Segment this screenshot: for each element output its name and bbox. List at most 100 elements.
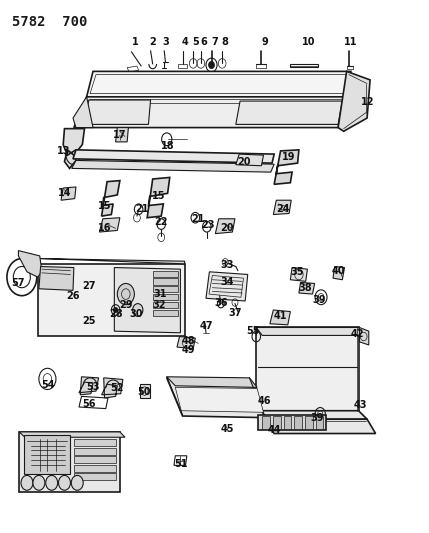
Text: 57: 57 [12, 278, 25, 288]
Text: 39: 39 [310, 413, 323, 423]
Text: 9: 9 [261, 37, 268, 47]
Text: 24: 24 [276, 204, 290, 214]
Polygon shape [74, 456, 116, 463]
Text: 5: 5 [192, 37, 199, 47]
Polygon shape [153, 302, 178, 309]
Text: 30: 30 [129, 309, 142, 319]
Circle shape [71, 475, 83, 490]
Polygon shape [153, 294, 178, 301]
Text: 14: 14 [58, 188, 71, 198]
Text: 4: 4 [181, 37, 188, 47]
Polygon shape [19, 432, 120, 492]
Polygon shape [274, 150, 299, 184]
Text: 20: 20 [221, 223, 234, 233]
Text: 21: 21 [192, 214, 205, 224]
Polygon shape [270, 310, 290, 325]
Circle shape [58, 475, 70, 490]
Text: 13: 13 [57, 146, 70, 156]
Polygon shape [74, 97, 347, 127]
Polygon shape [73, 150, 274, 163]
Text: 31: 31 [153, 289, 167, 299]
Text: 42: 42 [350, 329, 364, 339]
Text: 51: 51 [175, 459, 188, 469]
Text: 49: 49 [181, 345, 195, 355]
Polygon shape [63, 128, 85, 168]
Polygon shape [19, 432, 125, 437]
Polygon shape [38, 259, 184, 264]
Text: 11: 11 [344, 37, 358, 47]
Polygon shape [315, 416, 323, 429]
Polygon shape [236, 101, 342, 124]
Text: 35: 35 [291, 267, 304, 277]
Text: 36: 36 [214, 297, 228, 308]
Polygon shape [74, 448, 116, 455]
Polygon shape [72, 160, 274, 172]
Circle shape [46, 475, 57, 490]
Polygon shape [256, 327, 364, 335]
Polygon shape [273, 200, 291, 215]
Text: 33: 33 [221, 261, 234, 270]
Text: 15: 15 [152, 191, 166, 201]
Polygon shape [215, 219, 235, 233]
Circle shape [208, 61, 214, 69]
Polygon shape [167, 377, 257, 387]
Polygon shape [175, 387, 263, 413]
Text: 10: 10 [302, 37, 315, 47]
Text: 20: 20 [238, 157, 251, 166]
Polygon shape [236, 154, 263, 166]
Text: 26: 26 [66, 290, 80, 301]
Text: 53: 53 [86, 382, 100, 392]
Text: 56: 56 [82, 399, 96, 409]
Polygon shape [74, 439, 116, 446]
Polygon shape [273, 416, 281, 429]
Polygon shape [74, 465, 116, 472]
Text: 34: 34 [221, 277, 234, 287]
Polygon shape [338, 71, 370, 131]
Polygon shape [140, 384, 150, 398]
Text: 21: 21 [135, 204, 149, 214]
Text: 37: 37 [228, 308, 242, 318]
Polygon shape [299, 282, 314, 294]
Polygon shape [147, 177, 170, 217]
Circle shape [114, 308, 118, 313]
Text: 5782  700: 5782 700 [12, 14, 88, 29]
Polygon shape [79, 377, 99, 395]
Polygon shape [360, 327, 369, 345]
Text: 55: 55 [246, 326, 260, 336]
Text: 28: 28 [109, 309, 122, 319]
Polygon shape [18, 251, 42, 277]
Text: 48: 48 [181, 336, 195, 346]
Text: 43: 43 [353, 400, 367, 410]
Text: 8: 8 [222, 37, 229, 47]
Polygon shape [87, 71, 351, 97]
Text: 25: 25 [82, 316, 96, 326]
Text: 52: 52 [111, 383, 124, 393]
Polygon shape [258, 415, 326, 430]
Polygon shape [265, 419, 376, 433]
Text: 45: 45 [221, 424, 234, 434]
Polygon shape [305, 416, 313, 429]
Text: 38: 38 [298, 282, 312, 293]
Text: 50: 50 [137, 386, 151, 397]
Text: 39: 39 [312, 295, 326, 305]
Polygon shape [333, 266, 344, 280]
Text: 15: 15 [98, 200, 111, 211]
Polygon shape [284, 416, 291, 429]
Polygon shape [153, 278, 178, 285]
Text: 54: 54 [42, 379, 55, 390]
Polygon shape [294, 416, 302, 429]
Text: 19: 19 [282, 152, 296, 162]
Text: 18: 18 [161, 141, 175, 151]
Polygon shape [153, 310, 178, 317]
Polygon shape [177, 336, 195, 349]
Text: 29: 29 [119, 300, 133, 310]
Polygon shape [61, 187, 76, 200]
Polygon shape [153, 271, 178, 277]
Text: 2: 2 [149, 37, 156, 47]
Polygon shape [100, 217, 120, 232]
Polygon shape [116, 127, 128, 142]
Polygon shape [102, 181, 120, 216]
Polygon shape [115, 268, 181, 333]
Polygon shape [38, 264, 184, 336]
Text: 41: 41 [274, 311, 287, 321]
